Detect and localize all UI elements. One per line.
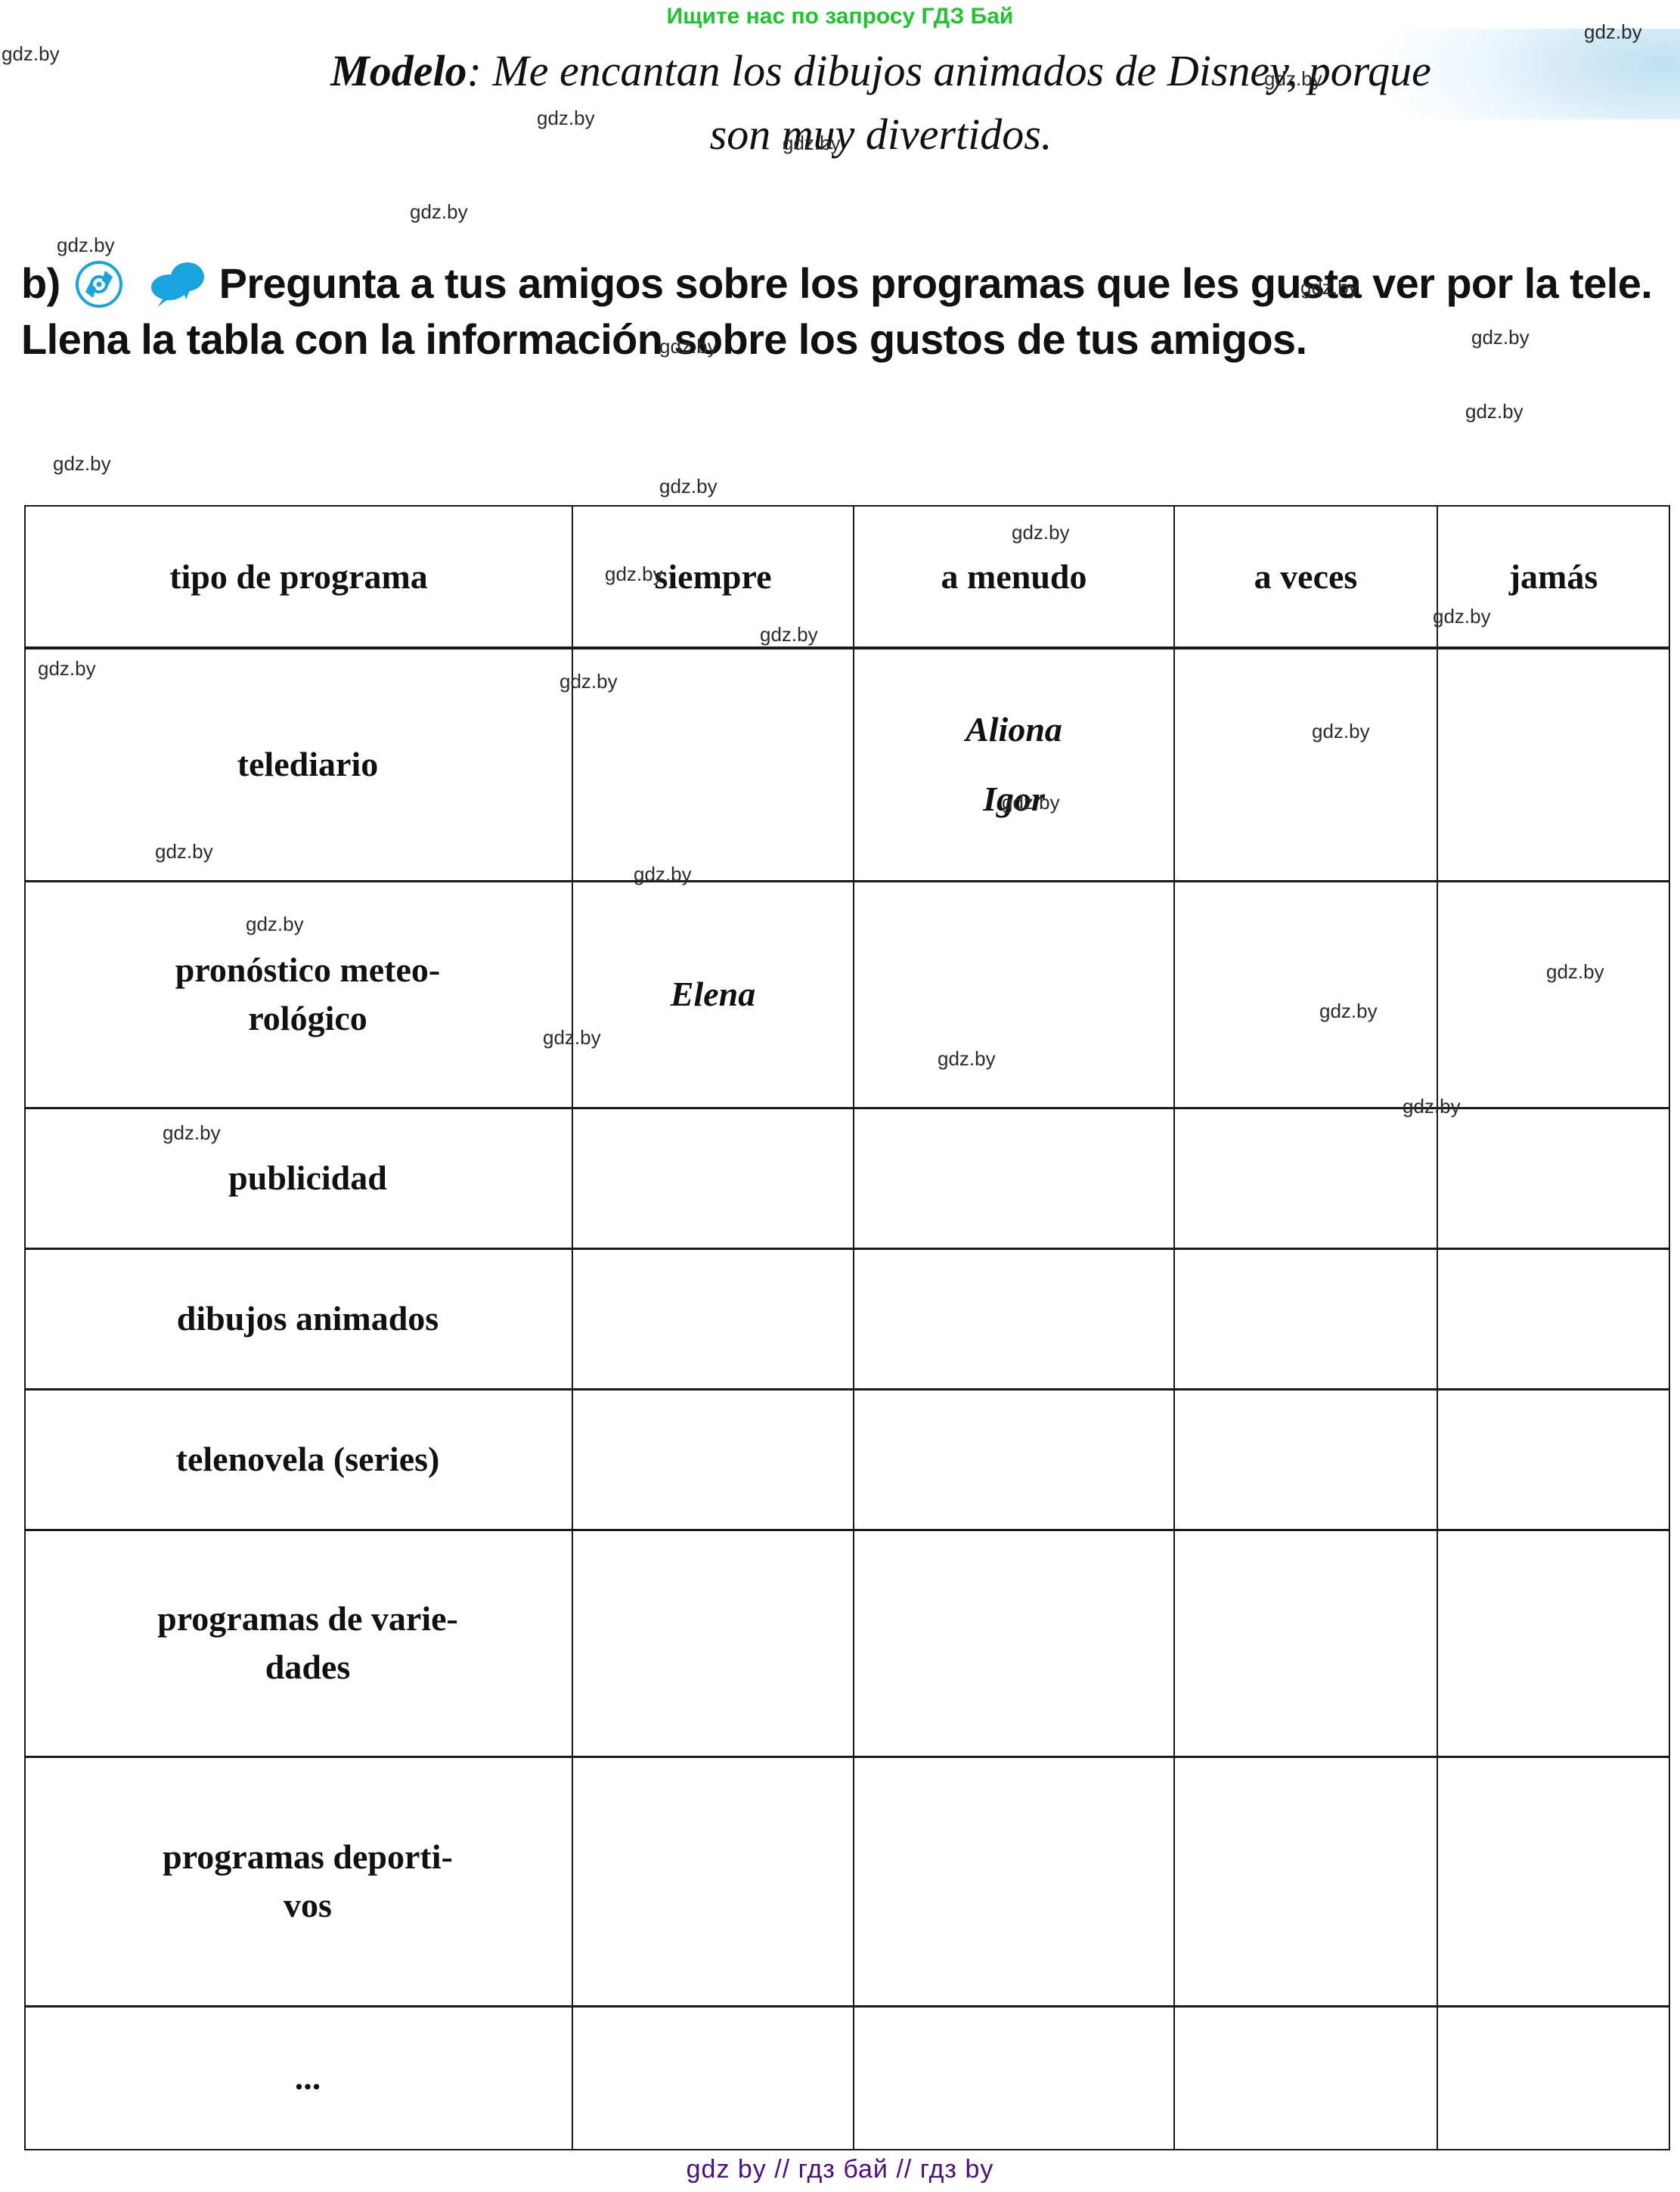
cell-variedades-a-veces[interactable] [1173,1528,1438,1757]
table-header-row: tipo de programa siempre a menudo a vece… [24,505,1670,650]
cell-pronostico-siempre[interactable]: Elena [572,879,854,1108]
modelo-example-block: Modelo: Me encantan los dibujos animados… [91,39,1671,166]
cell-dibujos-jamas[interactable] [1437,1247,1670,1390]
cell-ellipsis-jamas[interactable] [1437,2004,1670,2150]
table-row: programas deporti- vos [24,1755,1670,2007]
cell-variedades-jamas[interactable] [1437,1528,1670,1757]
cell-deportivos-jamas[interactable] [1437,1755,1670,2007]
cell-publicidad-siempre[interactable] [572,1106,854,1249]
watermark-text: gdz.by [410,200,468,223]
column-header-a-veces: a veces [1173,505,1438,650]
row-label-telenovela-series: telenovela (series) [24,1387,573,1530]
cell-telenovela-a-menudo[interactable] [853,1387,1175,1530]
watermark-text: gdz.by [659,475,718,498]
row-label-programas-de-variedades: programas de varie- dades [24,1528,573,1757]
cell-dibujos-a-menudo[interactable] [853,1247,1175,1390]
cell-deportivos-siempre[interactable] [572,1755,854,2007]
cell-deportivos-a-veces[interactable] [1173,1755,1438,2007]
table-row: pronóstico meteo- rológico Elena [24,879,1670,1108]
row-label-line2: vos [284,1886,332,1924]
footer-watermark-line: gdz by // гдз бай // гдз by [686,2155,994,2184]
cell-telenovela-siempre[interactable] [572,1387,854,1530]
row-label-publicidad: publicidad [24,1106,573,1249]
column-header-a-menudo: a menudo [853,505,1175,650]
modelo-separator: : [466,46,493,95]
cell-ellipsis-a-menudo[interactable] [853,2004,1175,2150]
table-row: dibujos animados [24,1247,1670,1390]
cell-pronostico-jamas[interactable] [1437,879,1670,1108]
cell-ellipsis-a-veces[interactable] [1173,2004,1438,2150]
cell-dibujos-siempre[interactable] [572,1247,854,1390]
watermark-text: gdz.by [1465,400,1523,423]
row-label-line1: programas deporti- [163,1837,453,1876]
table-row: telenovela (series) [24,1387,1670,1530]
task-b-instruction: b) Pregunta a tus amigos sobre los progr… [21,256,1669,367]
table-row: programas de varie- dades [24,1528,1670,1757]
task-b-text: Pregunta a tus amigos sobre los programa… [21,259,1653,363]
watermark-text: gdz.by [2,42,60,65]
cell-telediario-jamas[interactable] [1437,646,1670,882]
column-header-jamas: jamás [1437,505,1670,650]
modelo-sentence-line1: Me encantan los dibujos animados de Disn… [492,46,1431,95]
cell-variedades-siempre[interactable] [572,1528,854,1757]
cell-dibujos-a-veces[interactable] [1173,1247,1438,1390]
cell-publicidad-a-veces[interactable] [1173,1106,1438,1249]
cell-deportivos-a-menudo[interactable] [853,1755,1175,2007]
cell-publicidad-jamas[interactable] [1437,1106,1670,1249]
row-label-dibujos-animados: dibujos animados [24,1247,573,1390]
speech-bubbles-icon [148,260,209,308]
cell-pronostico-a-menudo[interactable] [853,879,1175,1108]
row-label-line1: programas de varie- [157,1599,458,1638]
watermark-text: gdz.by [53,452,111,475]
cell-telediario-a-menudo[interactable]: Aliona Igor [853,646,1175,882]
watermark-text: gdz.by [57,234,115,256]
table-row: telediario Aliona Igor [24,646,1670,882]
cell-variedades-a-menudo[interactable] [853,1528,1175,1757]
cd-icon [75,260,123,308]
row-label-line2: rológico [248,999,367,1037]
answer-name: Aliona [966,710,1062,749]
row-label-pronostico-meteorologico: pronóstico meteo- rológico [24,879,573,1108]
promo-banner-text: Ищите нас по запросу ГДЗ Бай [666,4,1014,29]
answer-name: Igor [983,780,1045,819]
cell-publicidad-a-menudo[interactable] [853,1106,1175,1249]
cell-ellipsis-siempre[interactable] [572,2004,854,2150]
modelo-label: Modelo [330,46,467,95]
cell-telediario-a-veces[interactable] [1173,646,1438,882]
row-label-telediario: telediario [24,646,573,882]
column-header-siempre: siempre [572,505,854,650]
modelo-sentence-line2: son muy divertidos. [709,110,1052,159]
row-label-line2: dades [265,1648,351,1686]
cell-pronostico-a-veces[interactable] [1173,879,1438,1108]
cell-telediario-siempre[interactable] [572,646,854,882]
task-letter-label: b) [21,259,60,307]
row-label-programas-deportivos: programas deporti- vos [24,1755,573,2007]
column-header-tipo-de-programa: tipo de programa [24,505,573,650]
cell-telenovela-a-veces[interactable] [1173,1387,1438,1530]
table-row: publicidad [24,1106,1670,1249]
row-label-ellipsis: ... [24,2004,573,2150]
row-label-line1: pronóstico meteo- [175,950,441,989]
cell-telenovela-jamas[interactable] [1437,1387,1670,1530]
table-row: ... [24,2004,1670,2150]
answer-name: Elena [670,975,756,1013]
tv-programs-table: tipo de programa siempre a menudo a vece… [24,505,1670,2150]
